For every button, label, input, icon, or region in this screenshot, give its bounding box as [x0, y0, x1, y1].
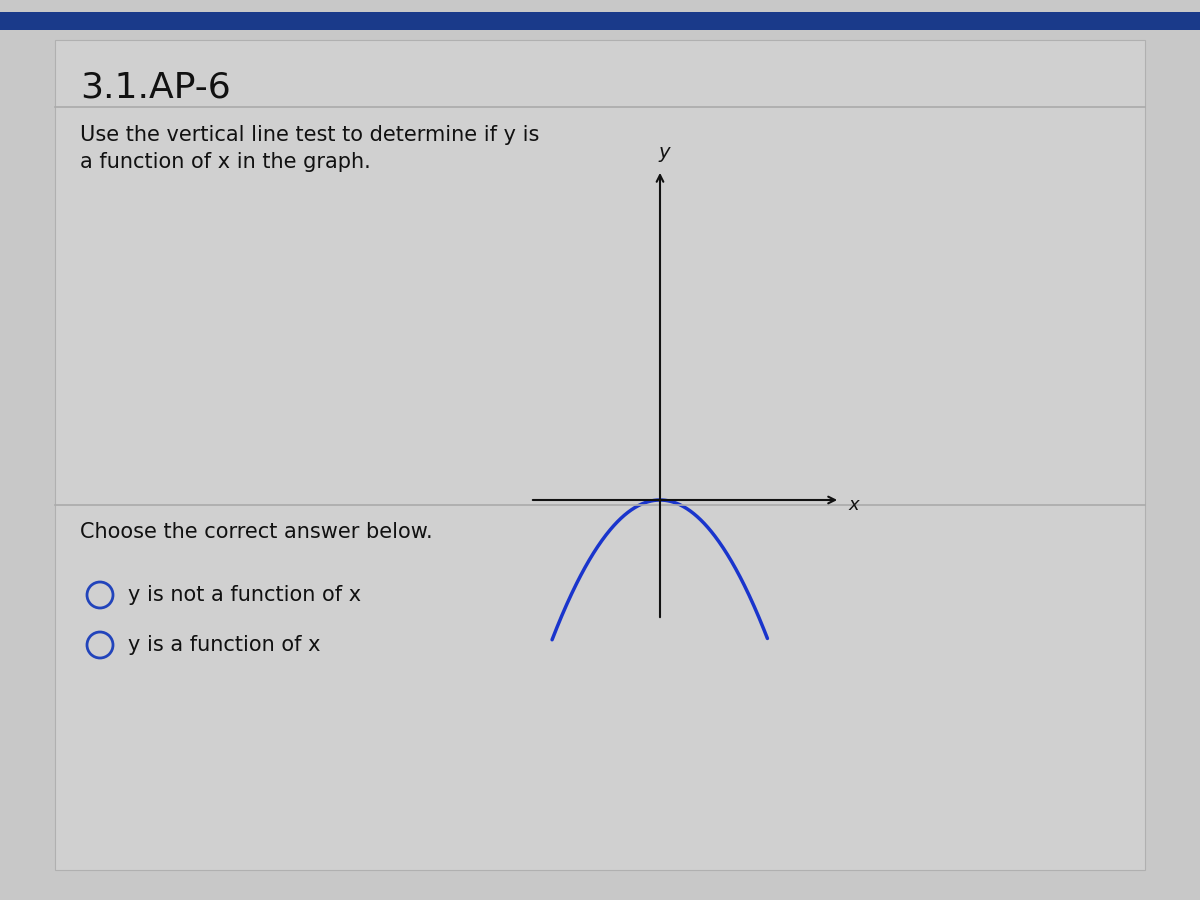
Bar [0, 12, 1200, 30]
Text: y is not a function of x: y is not a function of x [128, 585, 361, 605]
Text: y is a function of x: y is a function of x [128, 635, 320, 655]
Text: 3.1.AP-6: 3.1.AP-6 [80, 70, 230, 104]
Text: x: x [848, 496, 859, 514]
Text: y: y [659, 143, 670, 162]
Text: Choose the correct answer below.: Choose the correct answer below. [80, 522, 433, 542]
Text: Use the vertical line test to determine if y is: Use the vertical line test to determine … [80, 125, 539, 145]
Text: a function of x in the graph.: a function of x in the graph. [80, 152, 371, 172]
